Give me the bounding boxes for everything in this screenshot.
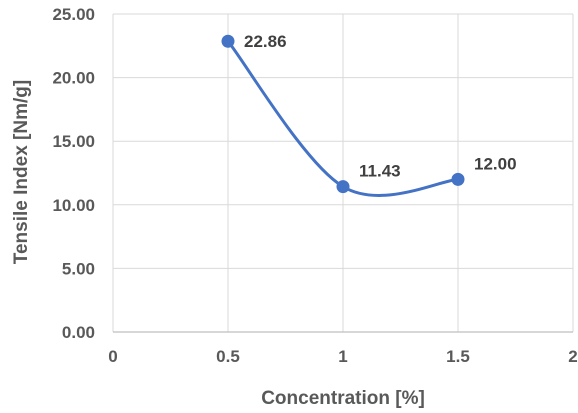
data-point-marker	[336, 180, 350, 194]
data-point-label: 22.86	[244, 32, 287, 51]
x-tick-label: 1	[338, 347, 347, 366]
x-tick-label: 0	[108, 347, 117, 366]
y-tick-label: 0.00	[62, 323, 95, 342]
axes: 0.00 5.00 10.00 15.00 20.00 25.00 0 0.5 1 1.5 2	[52, 5, 577, 366]
y-tick-label: 10.00	[52, 196, 95, 215]
y-tick-label: 15.00	[52, 132, 95, 151]
x-tick-label: 1.5	[446, 347, 470, 366]
x-tick-label: 0.5	[216, 347, 240, 366]
y-axis-title: Tensile Index [Nm/g]	[11, 80, 32, 264]
x-tick-label: 2	[568, 347, 577, 366]
data-point-marker	[451, 172, 465, 186]
y-tick-label: 5.00	[62, 259, 95, 278]
y-tick-label: 25.00	[52, 5, 95, 24]
x-axis-title: Concentration [%]	[261, 388, 425, 409]
y-tick-label: 20.00	[52, 69, 95, 88]
data-series	[221, 34, 465, 197]
data-point-label: 12.00	[474, 154, 517, 173]
data-point-marker	[221, 34, 235, 48]
data-labels: 22.86 11.43 12.00	[244, 32, 517, 180]
data-point-label: 11.43	[359, 162, 401, 181]
